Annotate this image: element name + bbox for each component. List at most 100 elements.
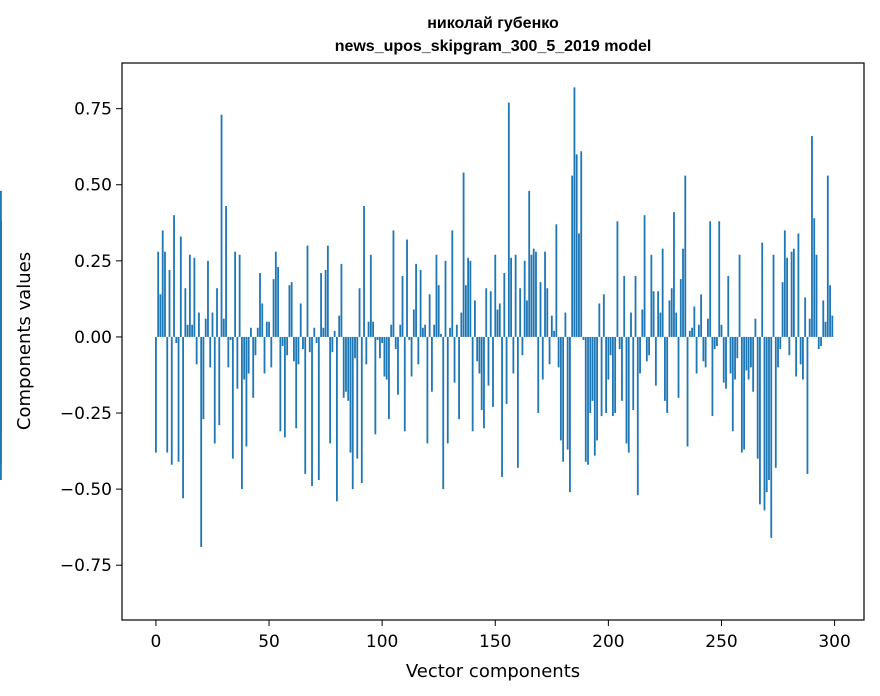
bar — [643, 215, 646, 337]
bar — [440, 333, 442, 337]
bar — [749, 336, 752, 368]
bar — [333, 330, 336, 337]
bar — [222, 318, 225, 337]
y-tick-label: 0.75 — [74, 100, 112, 120]
bar — [596, 336, 598, 441]
bar — [487, 336, 490, 386]
bar — [383, 336, 386, 377]
y-tick-label: −0.75 — [60, 556, 112, 576]
bar — [829, 285, 831, 337]
bar — [731, 336, 734, 432]
bar — [356, 336, 359, 459]
bar — [657, 291, 660, 337]
bar — [584, 336, 587, 462]
bar — [806, 336, 809, 474]
bar — [270, 336, 273, 368]
bar — [544, 251, 546, 337]
bar — [397, 336, 399, 395]
bar — [274, 251, 277, 337]
bar — [557, 336, 560, 368]
bar — [336, 336, 338, 502]
bar — [514, 254, 517, 337]
bar — [202, 336, 205, 420]
bar — [240, 336, 243, 490]
bar — [627, 336, 630, 453]
bar — [378, 336, 381, 359]
bar — [777, 336, 779, 368]
bar — [293, 336, 295, 362]
bar — [745, 336, 748, 371]
bar — [578, 233, 580, 337]
bar — [191, 324, 194, 337]
bar — [582, 336, 585, 340]
bar — [349, 336, 352, 453]
bar — [716, 336, 718, 347]
bar — [593, 336, 596, 456]
bar — [510, 257, 512, 337]
bar — [155, 336, 157, 453]
bar — [277, 266, 279, 337]
bar — [164, 251, 166, 337]
x-tick-label: 150 — [479, 632, 511, 652]
bar — [363, 206, 365, 337]
bar — [591, 336, 594, 401]
bar — [478, 336, 481, 374]
chart-title: николай губенко — [427, 15, 559, 32]
bar — [709, 221, 712, 337]
bar — [435, 254, 438, 337]
bar — [299, 303, 302, 337]
bar — [326, 245, 329, 337]
bar — [234, 251, 237, 337]
bar — [519, 288, 522, 337]
bar — [768, 336, 770, 480]
bar — [673, 212, 675, 337]
bar — [621, 336, 623, 401]
bar — [738, 254, 741, 337]
bar — [546, 288, 549, 337]
bar — [530, 254, 533, 337]
bar — [372, 321, 375, 337]
bar — [188, 254, 191, 337]
bar — [489, 291, 492, 337]
bar — [451, 230, 454, 337]
bar — [347, 336, 350, 401]
x-tick-label: 250 — [705, 632, 737, 652]
bar — [507, 102, 510, 337]
bar — [541, 336, 544, 380]
bar — [598, 303, 601, 337]
bar — [697, 324, 700, 337]
bar — [426, 336, 429, 444]
bar — [483, 336, 485, 429]
bar — [763, 336, 766, 511]
bar — [607, 336, 610, 380]
y-axis-label: Components values — [14, 252, 35, 430]
bar — [220, 114, 223, 337]
bar — [503, 273, 506, 337]
bar — [261, 303, 264, 337]
bar — [648, 336, 650, 356]
bar — [535, 251, 537, 337]
bar — [342, 336, 345, 398]
bar — [410, 336, 413, 377]
bar — [632, 336, 635, 410]
bar — [711, 336, 714, 417]
bar — [229, 336, 232, 340]
bar — [602, 294, 605, 337]
bar — [616, 221, 619, 337]
bar — [589, 336, 592, 414]
bar — [442, 336, 445, 490]
bar — [575, 154, 578, 337]
bar — [460, 312, 463, 337]
bar — [532, 248, 535, 337]
bar — [385, 336, 388, 380]
bar — [238, 254, 241, 337]
bar — [580, 151, 583, 337]
bar — [641, 309, 644, 337]
bar — [795, 336, 798, 377]
bar — [161, 230, 164, 337]
bar — [170, 336, 173, 465]
x-tick-label: 0 — [151, 632, 162, 652]
bar — [686, 336, 689, 447]
x-tick-label: 100 — [366, 632, 398, 652]
